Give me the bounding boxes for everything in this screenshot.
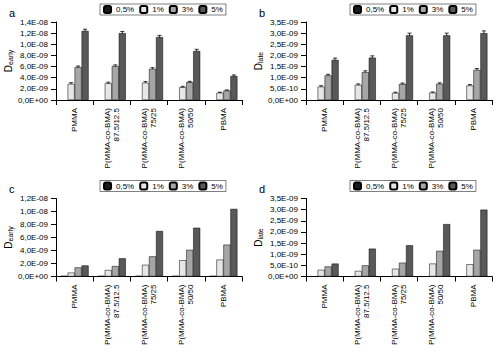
svg-text:1,0E-09: 1,0E-09 bbox=[270, 250, 299, 259]
svg-text:PBMA: PBMA bbox=[219, 107, 228, 130]
svg-text:P(MMA-co-BMA): P(MMA-co-BMA) bbox=[390, 108, 399, 169]
svg-text:5%: 5% bbox=[461, 182, 473, 191]
svg-text:8,0E-09: 8,0E-09 bbox=[20, 220, 49, 229]
svg-text:5,0E-10: 5,0E-10 bbox=[270, 84, 299, 93]
svg-text:5%: 5% bbox=[211, 5, 223, 14]
svg-text:early: early bbox=[7, 49, 15, 65]
svg-text:PMMA: PMMA bbox=[70, 284, 79, 309]
svg-text:P(MMA-co-BMA): P(MMA-co-BMA) bbox=[103, 284, 112, 345]
svg-text:4,0E-09: 4,0E-09 bbox=[20, 73, 49, 82]
svg-text:3%: 3% bbox=[432, 5, 444, 14]
svg-text:8,0E-09: 8,0E-09 bbox=[20, 51, 49, 60]
svg-text:2,0E-09: 2,0E-09 bbox=[20, 259, 49, 268]
svg-text:1%: 1% bbox=[402, 182, 414, 191]
svg-text:4,0E-09: 4,0E-09 bbox=[20, 246, 49, 255]
svg-text:1,5E-09: 1,5E-09 bbox=[270, 239, 299, 248]
svg-text:b: b bbox=[259, 7, 265, 19]
svg-text:1,2E-08: 1,2E-08 bbox=[20, 29, 49, 38]
svg-text:P(MMA-co-BMA): P(MMA-co-BMA) bbox=[140, 108, 149, 169]
svg-text:P(MMA-co-BMA): P(MMA-co-BMA) bbox=[140, 284, 149, 345]
svg-text:P(MMA-co-BMA): P(MMA-co-BMA) bbox=[103, 108, 112, 169]
svg-text:late: late bbox=[257, 52, 264, 63]
svg-text:50/50: 50/50 bbox=[436, 284, 445, 305]
svg-text:75/25: 75/25 bbox=[399, 107, 408, 128]
svg-text:1,0E-08: 1,0E-08 bbox=[20, 207, 49, 216]
svg-text:P(MMA-co-BMA): P(MMA-co-BMA) bbox=[353, 108, 362, 169]
svg-text:5%: 5% bbox=[461, 5, 473, 14]
svg-text:1%: 1% bbox=[152, 5, 164, 14]
svg-text:3,5E-09: 3,5E-09 bbox=[270, 18, 299, 27]
svg-text:3,0E-09: 3,0E-09 bbox=[270, 205, 299, 214]
svg-text:0,0E+00: 0,0E+00 bbox=[268, 96, 299, 105]
svg-text:2,5E-09: 2,5E-09 bbox=[270, 40, 299, 49]
svg-text:P(MMA-co-BMA): P(MMA-co-BMA) bbox=[177, 284, 186, 345]
svg-text:D: D bbox=[3, 65, 14, 72]
svg-text:PBMA: PBMA bbox=[219, 284, 228, 307]
svg-text:a: a bbox=[9, 7, 16, 19]
svg-text:P(MMA-co-BMA): P(MMA-co-BMA) bbox=[353, 284, 362, 345]
svg-text:3,0E-09: 3,0E-09 bbox=[270, 29, 299, 38]
svg-text:late: late bbox=[257, 228, 264, 239]
svg-text:0,0E+00: 0,0E+00 bbox=[268, 272, 299, 281]
svg-text:1%: 1% bbox=[152, 182, 164, 191]
svg-text:PBMA: PBMA bbox=[469, 284, 478, 307]
svg-text:P(MMA-co-BMA): P(MMA-co-BMA) bbox=[390, 284, 399, 345]
svg-text:87.5/12.5: 87.5/12.5 bbox=[362, 284, 371, 318]
svg-text:P(MMA-co-BMA): P(MMA-co-BMA) bbox=[427, 108, 436, 169]
svg-text:1,4E-08: 1,4E-08 bbox=[20, 18, 49, 27]
svg-text:D: D bbox=[253, 63, 264, 70]
svg-text:3%: 3% bbox=[182, 182, 194, 191]
svg-text:2,5E-09: 2,5E-09 bbox=[270, 216, 299, 225]
svg-text:0,0E+00: 0,0E+00 bbox=[18, 96, 49, 105]
svg-text:0,5%: 0,5% bbox=[116, 5, 134, 14]
svg-text:87.5/12.5: 87.5/12.5 bbox=[362, 107, 371, 141]
svg-text:D: D bbox=[253, 240, 264, 247]
svg-text:75/25: 75/25 bbox=[149, 107, 158, 128]
svg-text:0,5%: 0,5% bbox=[366, 5, 384, 14]
svg-text:2,0E-09: 2,0E-09 bbox=[270, 227, 299, 236]
svg-text:0,0E+00: 0,0E+00 bbox=[18, 272, 49, 281]
svg-text:3,5E-09: 3,5E-09 bbox=[270, 194, 299, 203]
svg-text:1%: 1% bbox=[402, 5, 414, 14]
svg-text:3%: 3% bbox=[182, 5, 194, 14]
svg-text:early: early bbox=[7, 226, 15, 242]
svg-text:D: D bbox=[3, 241, 14, 248]
svg-text:50/50: 50/50 bbox=[436, 107, 445, 128]
svg-text:50/50: 50/50 bbox=[186, 284, 195, 305]
svg-text:1,2E-08: 1,2E-08 bbox=[20, 194, 49, 203]
svg-text:50/50: 50/50 bbox=[186, 107, 195, 128]
svg-text:75/25: 75/25 bbox=[399, 284, 408, 305]
svg-text:1,5E-09: 1,5E-09 bbox=[270, 62, 299, 71]
svg-text:87.5/12.5: 87.5/12.5 bbox=[112, 284, 121, 318]
svg-text:0,5%: 0,5% bbox=[366, 182, 384, 191]
svg-text:c: c bbox=[9, 183, 15, 195]
svg-text:PMMA: PMMA bbox=[320, 107, 329, 132]
svg-text:87.5/12.5: 87.5/12.5 bbox=[112, 107, 121, 141]
svg-text:2,0E-09: 2,0E-09 bbox=[270, 51, 299, 60]
svg-text:PMMA: PMMA bbox=[320, 284, 329, 309]
svg-text:1,0E-09: 1,0E-09 bbox=[270, 73, 299, 82]
svg-text:75/25: 75/25 bbox=[149, 284, 158, 305]
svg-text:PMMA: PMMA bbox=[70, 107, 79, 132]
svg-text:0,5%: 0,5% bbox=[116, 182, 134, 191]
svg-text:PBMA: PBMA bbox=[469, 107, 478, 130]
svg-text:2,0E-09: 2,0E-09 bbox=[20, 84, 49, 93]
svg-text:6,0E-09: 6,0E-09 bbox=[20, 233, 49, 242]
svg-text:6,0E-09: 6,0E-09 bbox=[20, 62, 49, 71]
svg-text:5,0E-10: 5,0E-10 bbox=[270, 261, 299, 270]
svg-text:d: d bbox=[259, 183, 265, 195]
svg-text:3%: 3% bbox=[432, 182, 444, 191]
svg-text:P(MMA-co-BMA): P(MMA-co-BMA) bbox=[427, 284, 436, 345]
svg-text:P(MMA-co-BMA): P(MMA-co-BMA) bbox=[177, 108, 186, 169]
svg-text:5%: 5% bbox=[211, 182, 223, 191]
svg-text:1,0E-08: 1,0E-08 bbox=[20, 40, 49, 49]
